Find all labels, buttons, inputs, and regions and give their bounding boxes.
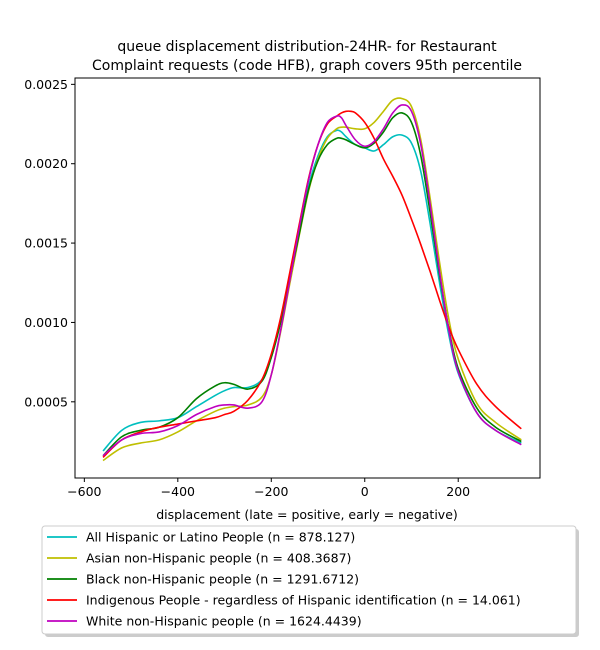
plot-frame bbox=[74, 77, 541, 479]
legend-label-3: Black non-Hispanic people (n = 1291.6712… bbox=[86, 572, 359, 587]
chart-title-line-1: queue displacement distribution-24HR- fo… bbox=[117, 39, 497, 55]
series-lines bbox=[102, 97, 522, 462]
series-line-5 bbox=[102, 104, 522, 457]
x-tick-label: −400 bbox=[161, 484, 195, 499]
chart-title-line-2: Complaint requests (code HFB), graph cov… bbox=[92, 58, 522, 74]
legend-frame bbox=[41, 525, 577, 635]
legend-label-4: Indigenous People - regardless of Hispan… bbox=[86, 593, 521, 608]
series-line-2 bbox=[102, 97, 522, 462]
y-axis-ticks: 0.0005 0.0010 0.0015 0.0020 0.0025 bbox=[24, 77, 75, 409]
legend-label-1: All Hispanic or Latino People (n = 878.1… bbox=[86, 530, 355, 545]
series-line-3 bbox=[102, 111, 522, 457]
x-tick-label: 200 bbox=[446, 484, 470, 499]
y-tick-label: 0.0015 bbox=[24, 236, 68, 251]
x-tick-label: −200 bbox=[254, 484, 288, 499]
y-tick-label: 0.0025 bbox=[24, 77, 68, 92]
legend-entries: All Hispanic or Latino People (n = 878.1… bbox=[47, 530, 521, 629]
x-tick-label: −600 bbox=[67, 484, 101, 499]
y-tick-label: 0.0005 bbox=[24, 394, 68, 409]
x-tick-label: 0 bbox=[361, 484, 369, 499]
y-tick-label: 0.0010 bbox=[24, 315, 68, 330]
legend: All Hispanic or Latino People (n = 878.1… bbox=[41, 525, 579, 637]
x-axis-label: displacement (late = positive, early = n… bbox=[156, 507, 458, 522]
y-tick-label: 0.0020 bbox=[24, 156, 68, 171]
legend-label-2: Asian non-Hispanic people (n = 408.3687) bbox=[86, 551, 351, 566]
x-axis-ticks: −600 −400 −200 0 200 bbox=[67, 478, 470, 499]
legend-label-5: White non-Hispanic people (n = 1624.4439… bbox=[86, 614, 362, 629]
